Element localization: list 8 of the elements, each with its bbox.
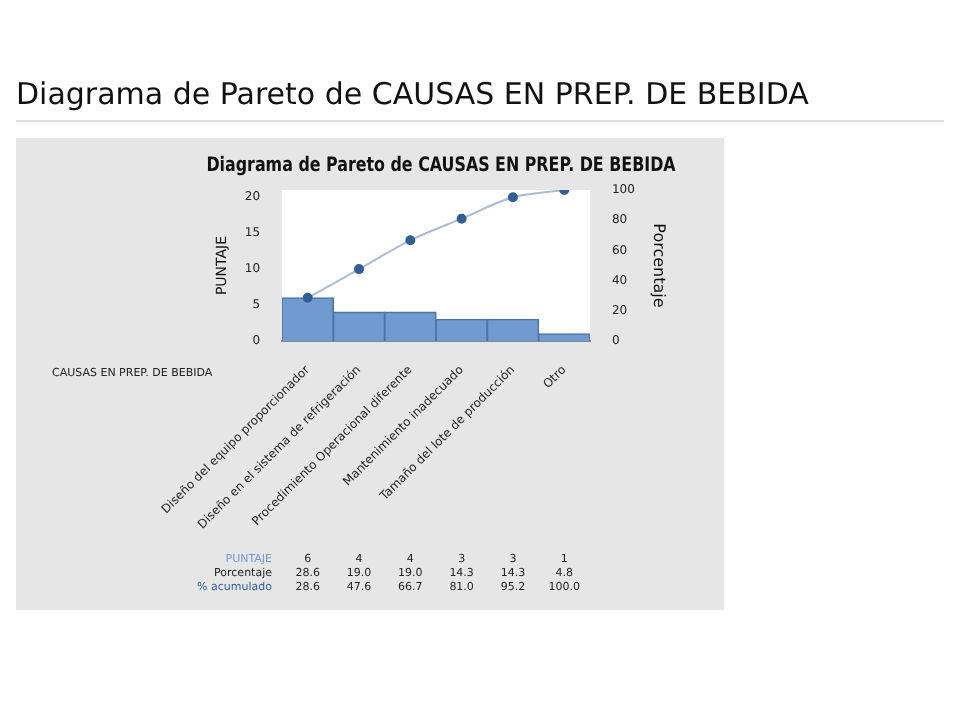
point [302,292,313,303]
chart-title: Diagrama de Pareto de CAUSAS EN PREP. DE BEBIDA [16,16,944,122]
point [507,192,518,203]
point [456,213,467,224]
chart-subtitle: Diagrama de Pareto de CAUSAS EN PREP. DE BEBIDA [206,155,676,178]
point [405,235,416,246]
point [354,264,365,275]
y2-axis-title: Porcentaje [650,223,669,308]
